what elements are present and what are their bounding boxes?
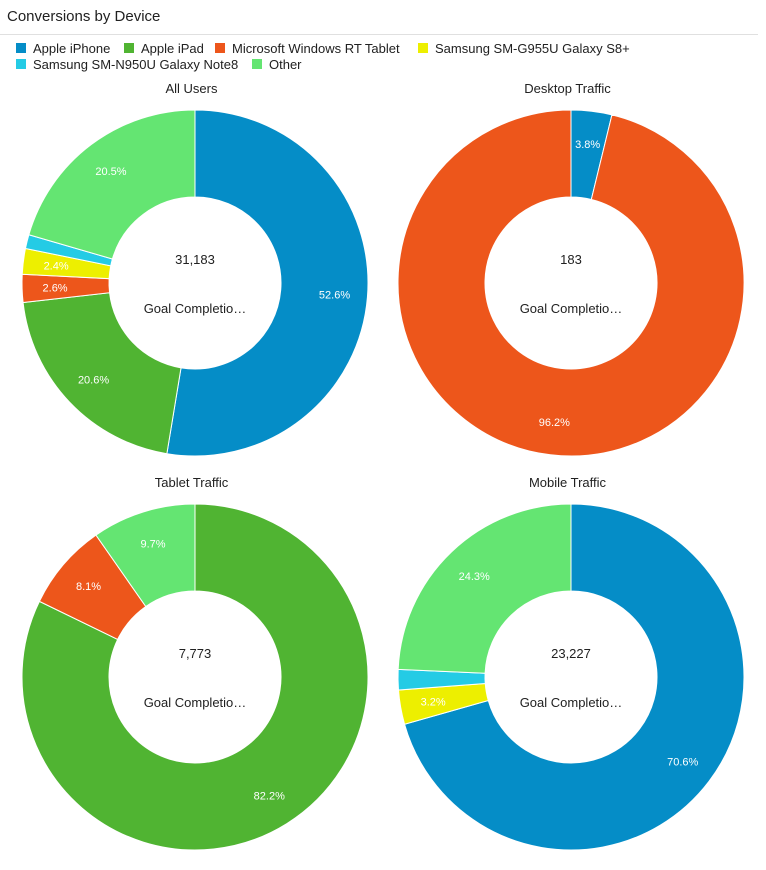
slice-apple-iphone[interactable] — [166, 109, 369, 457]
slice-apple-ipad[interactable] — [22, 292, 182, 455]
slice-apple-iphone[interactable] — [403, 503, 745, 851]
legend-swatch — [124, 43, 134, 53]
legend-item-other[interactable]: Other — [252, 56, 302, 72]
legend-label: Samsung SM-N950U Galaxy Note8 — [33, 56, 239, 72]
chart-title: Tablet Traffic — [154, 475, 229, 490]
chart-desktop-traffic: Desktop Traffic 3.8% 96.2% 183 Goal Compl… — [376, 81, 759, 476]
donut-center-label: Goal Completio… — [143, 301, 247, 316]
legend-label: Samsung SM-G955U Galaxy S8+ — [435, 40, 630, 56]
donut-chart-svg: 70.6% 3.2% 24.3% — [397, 503, 745, 851]
donut-center-label: Goal Completio… — [519, 695, 623, 710]
slice-label: 96.2% — [539, 417, 570, 429]
slice-label: 70.6% — [667, 756, 698, 768]
chart-mobile-traffic: Mobile Traffic 70.6% 3.2% 24.3% 23,227 Goa… — [376, 475, 759, 870]
slice-label: 3.2% — [421, 697, 446, 709]
legend-item-galaxy-s8[interactable]: Samsung SM-G955U Galaxy S8+ — [418, 40, 630, 56]
slice-label: 8.1% — [76, 581, 101, 593]
chart-tablet-traffic: Tablet Traffic 82.2% 8.1% 9.7% 7,773 Goal … — [0, 475, 383, 870]
legend-item-galaxy-note8[interactable]: Samsung SM-N950U Galaxy Note8 — [16, 56, 238, 72]
legend-label: Apple iPhone — [33, 40, 111, 56]
legend-swatch — [16, 59, 26, 69]
legend-item-apple-ipad[interactable]: Apple iPad — [124, 40, 204, 56]
donut-chart-svg: 82.2% 8.1% 9.7% — [21, 503, 369, 851]
legend-item-windows-rt-tablet[interactable]: Microsoft Windows RT Tablet — [215, 40, 400, 56]
chart-title: Mobile Traffic — [528, 475, 607, 490]
slice-microsoft-windows-rt-tablet[interactable] — [397, 109, 745, 457]
legend: Apple iPhone Apple iPad Microsoft Window… — [0, 40, 766, 74]
slice-label: 24.3% — [459, 571, 490, 583]
donut-chart-svg: 3.8% 96.2% — [397, 109, 745, 457]
legend-swatch — [16, 43, 26, 53]
chart-title: All Users — [165, 81, 218, 96]
slice-label: 20.5% — [95, 166, 126, 178]
slice-label: 82.2% — [254, 791, 285, 803]
slice-other[interactable] — [397, 503, 572, 674]
page-title: Conversions by Device — [7, 8, 161, 25]
legend-swatch — [252, 59, 262, 69]
donut-chart-svg: 52.6% 20.6% 2.6% 2.4% 20.5% — [21, 109, 369, 457]
slice-label: 2.6% — [43, 282, 68, 294]
chart-all-users: All Users 52.6% 20.6% 2.6% 2.4% 20.5% 31,183… — [0, 81, 383, 476]
slice-label: 9.7% — [140, 538, 165, 550]
legend-swatch — [418, 43, 428, 53]
donut-center-value: 7,773 — [178, 646, 212, 661]
slice-label: 3.8% — [575, 139, 600, 151]
slice-other[interactable] — [95, 503, 196, 608]
slice-label: 2.4% — [44, 260, 69, 272]
slice-other[interactable] — [28, 109, 196, 260]
slice-apple-ipad[interactable] — [21, 503, 369, 851]
donut-center-label: Goal Completio… — [143, 695, 247, 710]
legend-swatch — [215, 43, 225, 53]
legend-item-apple-iphone[interactable]: Apple iPhone — [16, 40, 110, 56]
donut-center-value: 23,227 — [551, 646, 591, 661]
chart-title: Desktop Traffic — [524, 81, 611, 96]
slice-label: 52.6% — [319, 289, 350, 301]
legend-label: Other — [269, 56, 302, 72]
donut-center-label: Goal Completio… — [519, 301, 623, 316]
donut-center-value: 31,183 — [175, 252, 215, 267]
legend-label: Microsoft Windows RT Tablet — [232, 40, 400, 56]
slice-label: 20.6% — [78, 374, 109, 386]
donut-center-value: 183 — [560, 252, 582, 267]
chart-header: Conversions by Device — [0, 0, 758, 35]
legend-label: Apple iPad — [141, 40, 204, 56]
